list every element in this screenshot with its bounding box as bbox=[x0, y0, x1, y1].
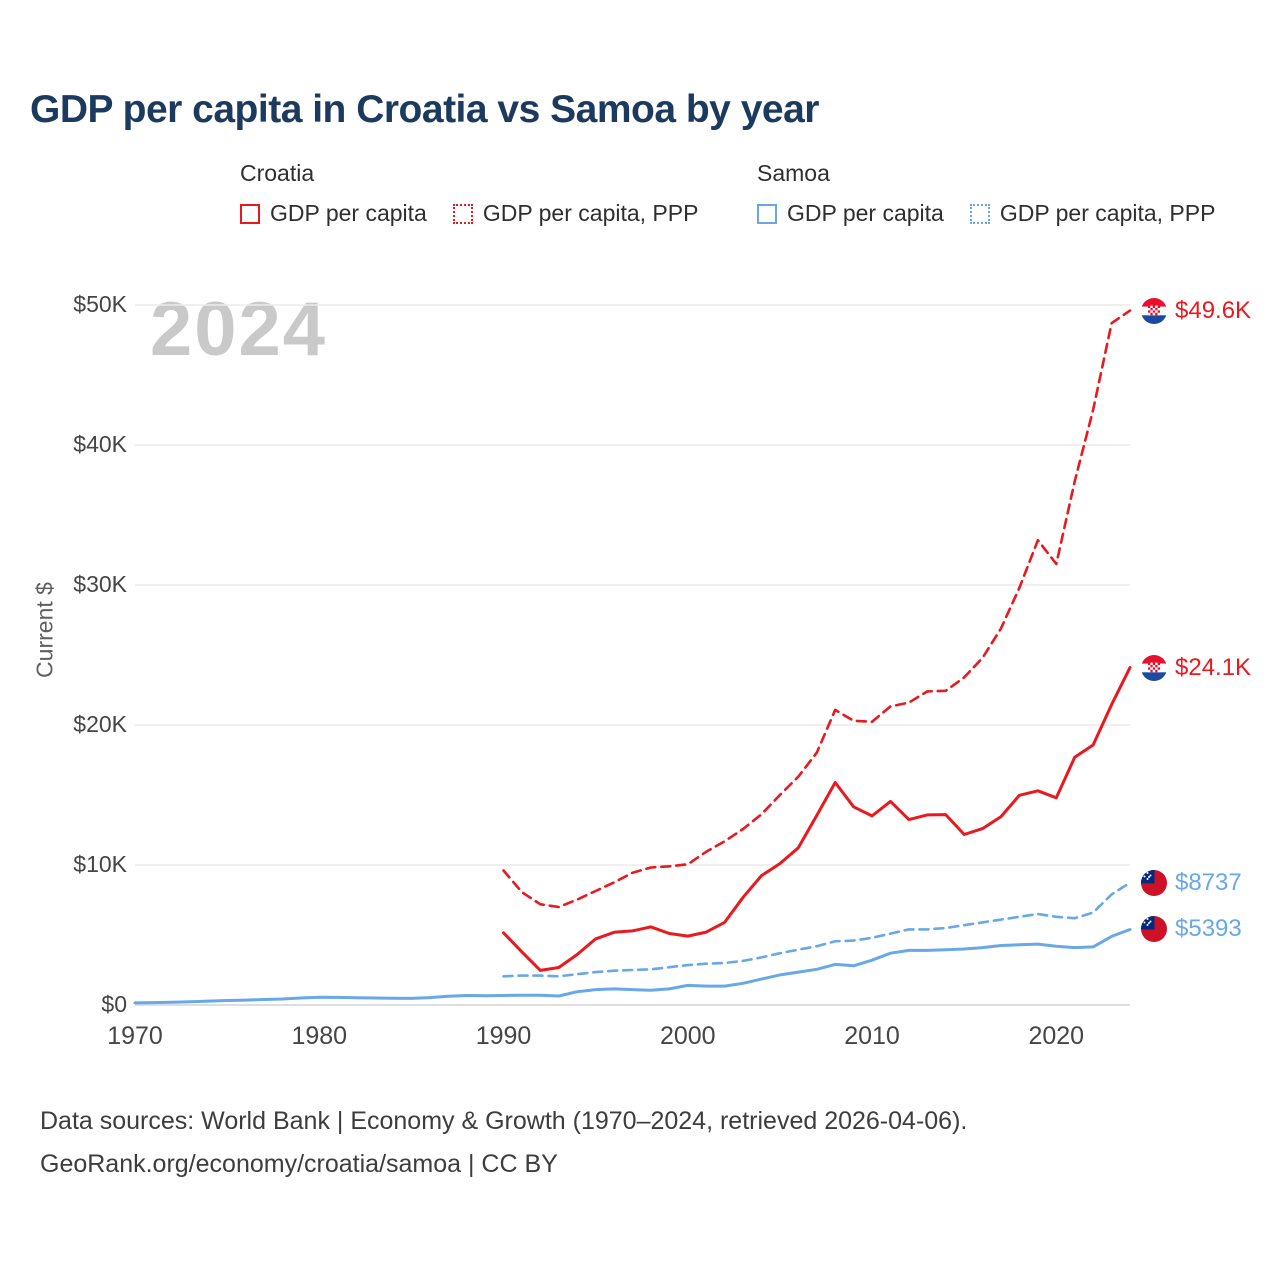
end-label-value: $5393 bbox=[1175, 915, 1242, 943]
x-tick-label: 2020 bbox=[1028, 1022, 1085, 1050]
y-tick-label: $0 bbox=[101, 991, 127, 1017]
legend-items-samoa: GDP per capita GDP per capita, PPP bbox=[757, 200, 1215, 227]
x-tick-label: 2000 bbox=[659, 1022, 716, 1050]
legend-group-samoa: Samoa GDP per capita GDP per capita, PPP bbox=[757, 160, 1215, 227]
legend-group-title-samoa: Samoa bbox=[757, 160, 830, 186]
legend-item-croatia-gdp-ppp[interactable]: GDP per capita, PPP bbox=[452, 200, 699, 227]
footer-attribution: GeoRank.org/economy/croatia/samoa | CC B… bbox=[40, 1150, 558, 1178]
x-tick-label: 1990 bbox=[475, 1022, 532, 1050]
legend-item-label: GDP per capita bbox=[787, 200, 944, 226]
legend-item-label: GDP per capita, PPP bbox=[999, 200, 1216, 226]
legend-group-title-croatia: Croatia bbox=[240, 160, 315, 186]
end-label-value: $49.6K bbox=[1175, 296, 1252, 324]
samoa-flag-icon bbox=[1141, 869, 1167, 896]
end-label-croatia-gdp: $24.1K bbox=[1141, 654, 1251, 682]
y-tick-label: $40K bbox=[73, 431, 127, 457]
end-label-croatia-ppp: $49.6K bbox=[1141, 297, 1251, 325]
end-label-samoa-ppp: $8737 bbox=[1141, 869, 1242, 897]
legend-group-croatia: Croatia GDP per capita GDP per capita, P… bbox=[240, 160, 698, 227]
legend-items-croatia: GDP per capita GDP per capita, PPP bbox=[240, 200, 698, 227]
y-tick-label: $20K bbox=[73, 711, 127, 737]
end-label-value: $8737 bbox=[1175, 868, 1242, 896]
watermark-year: 2024 bbox=[150, 287, 328, 372]
y-tick-label: $50K bbox=[73, 291, 127, 317]
footer: Data sources: World Bank | Economy & Gro… bbox=[40, 1100, 967, 1186]
end-label-samoa-gdp: $5393 bbox=[1141, 915, 1242, 943]
x-tick-label: 1970 bbox=[107, 1022, 163, 1050]
samoa-flag-icon bbox=[1141, 916, 1167, 943]
solid-line-swatch-icon bbox=[757, 203, 777, 224]
end-label-value: $24.1K bbox=[1175, 653, 1252, 681]
legend-item-label: GDP per capita bbox=[270, 200, 427, 226]
legend-item-croatia-gdp[interactable]: GDP per capita bbox=[240, 200, 427, 227]
y-tick-label: $10K bbox=[73, 851, 127, 877]
x-tick-label: 1980 bbox=[291, 1022, 348, 1050]
legend-item-samoa-gdp-ppp[interactable]: GDP per capita, PPP bbox=[969, 200, 1216, 227]
y-tick-label: $30K bbox=[73, 571, 127, 597]
legend-item-samoa-gdp[interactable]: GDP per capita bbox=[757, 200, 944, 227]
page-title: GDP per capita in Croatia vs Samoa by ye… bbox=[30, 88, 819, 131]
x-tick-label: 2010 bbox=[844, 1022, 900, 1050]
croatia-flag-icon bbox=[1141, 297, 1167, 324]
footer-sources: Data sources: World Bank | Economy & Gro… bbox=[40, 1107, 968, 1135]
dotted-line-swatch-icon bbox=[969, 203, 990, 224]
legend-item-label: GDP per capita, PPP bbox=[482, 200, 699, 226]
solid-line-swatch-icon bbox=[240, 203, 260, 224]
dotted-line-swatch-icon bbox=[452, 203, 473, 224]
croatia-flag-icon bbox=[1141, 654, 1167, 681]
